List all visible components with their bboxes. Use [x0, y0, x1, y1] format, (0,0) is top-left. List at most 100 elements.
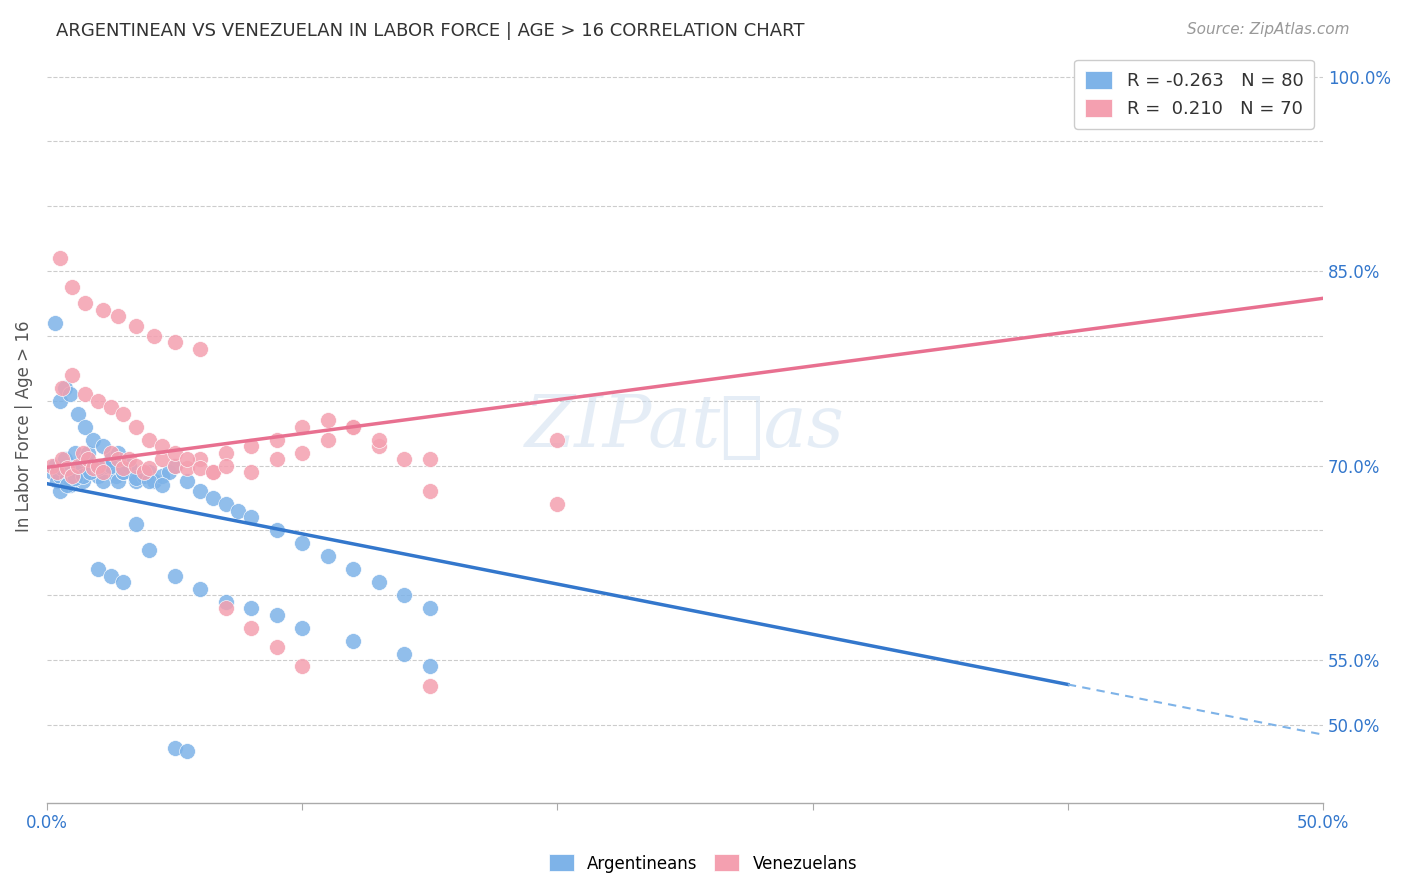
Point [367, 575, 389, 590]
Point [100, 445, 122, 459]
Point [125, 318, 148, 333]
Point [138, 474, 160, 488]
Point [419, 452, 441, 467]
Text: Source: ZipAtlas.com: Source: ZipAtlas.com [1187, 22, 1350, 37]
Point [266, 640, 288, 654]
Point [72, 445, 94, 459]
Point [75, 296, 97, 310]
Point [176, 474, 198, 488]
Point [72, 469, 94, 483]
Point [367, 433, 389, 447]
Point [163, 741, 186, 756]
Point [69, 458, 91, 473]
Point [48, 484, 70, 499]
Point [107, 445, 129, 459]
Point [291, 659, 314, 673]
Point [51, 461, 73, 475]
Point [104, 469, 127, 483]
Point [138, 465, 160, 479]
Point [91, 439, 114, 453]
Point [342, 562, 364, 576]
Point [214, 445, 236, 459]
Point [100, 568, 122, 582]
Point [66, 407, 89, 421]
Point [188, 461, 211, 475]
Point [201, 465, 224, 479]
Point [62, 469, 84, 483]
Point [125, 474, 148, 488]
Point [100, 452, 122, 467]
Point [150, 469, 173, 483]
Point [76, 445, 98, 459]
Text: ZIPatℓas: ZIPatℓas [524, 392, 845, 462]
Point [79, 465, 101, 479]
Point [48, 469, 70, 483]
Point [91, 474, 114, 488]
Point [176, 461, 198, 475]
Point [342, 419, 364, 434]
Point [66, 458, 89, 473]
Point [94, 458, 117, 473]
Point [176, 744, 198, 758]
Point [163, 335, 186, 350]
Point [41, 465, 63, 479]
Point [394, 647, 416, 661]
Point [56, 461, 79, 475]
Point [117, 452, 139, 467]
Point [44, 316, 66, 330]
Point [240, 621, 263, 635]
Point [163, 445, 186, 459]
Point [63, 445, 86, 459]
Point [188, 452, 211, 467]
Point [100, 458, 122, 473]
Point [48, 393, 70, 408]
Point [316, 433, 339, 447]
Point [51, 452, 73, 467]
Point [51, 381, 73, 395]
Point [87, 562, 110, 576]
Point [342, 419, 364, 434]
Point [46, 465, 69, 479]
Point [266, 524, 288, 538]
Point [394, 588, 416, 602]
Point [125, 516, 148, 531]
Point [46, 474, 69, 488]
Point [82, 461, 104, 475]
Point [107, 474, 129, 488]
Point [87, 393, 110, 408]
Point [125, 419, 148, 434]
Point [63, 471, 86, 485]
Point [107, 452, 129, 467]
Point [188, 484, 211, 499]
Point [291, 419, 314, 434]
Point [291, 445, 314, 459]
Point [214, 601, 236, 615]
Point [112, 575, 135, 590]
Text: ARGENTINEAN VS VENEZUELAN IN LABOR FORCE | AGE > 16 CORRELATION CHART: ARGENTINEAN VS VENEZUELAN IN LABOR FORCE… [56, 22, 804, 40]
Point [138, 542, 160, 557]
Point [112, 407, 135, 421]
Point [59, 387, 82, 401]
Point [82, 461, 104, 475]
Point [367, 439, 389, 453]
Point [266, 607, 288, 622]
Point [53, 381, 76, 395]
Point [143, 329, 166, 343]
Point [62, 279, 84, 293]
Point [91, 302, 114, 317]
Point [188, 342, 211, 356]
Point [112, 465, 135, 479]
Point [291, 621, 314, 635]
Point [112, 465, 135, 479]
Point [419, 484, 441, 499]
Point [546, 433, 568, 447]
Point [107, 310, 129, 324]
Point [419, 601, 441, 615]
Point [419, 679, 441, 693]
Point [228, 504, 250, 518]
Point [112, 461, 135, 475]
Point [419, 659, 441, 673]
Point [56, 478, 79, 492]
Point [214, 594, 236, 608]
Point [87, 461, 110, 475]
